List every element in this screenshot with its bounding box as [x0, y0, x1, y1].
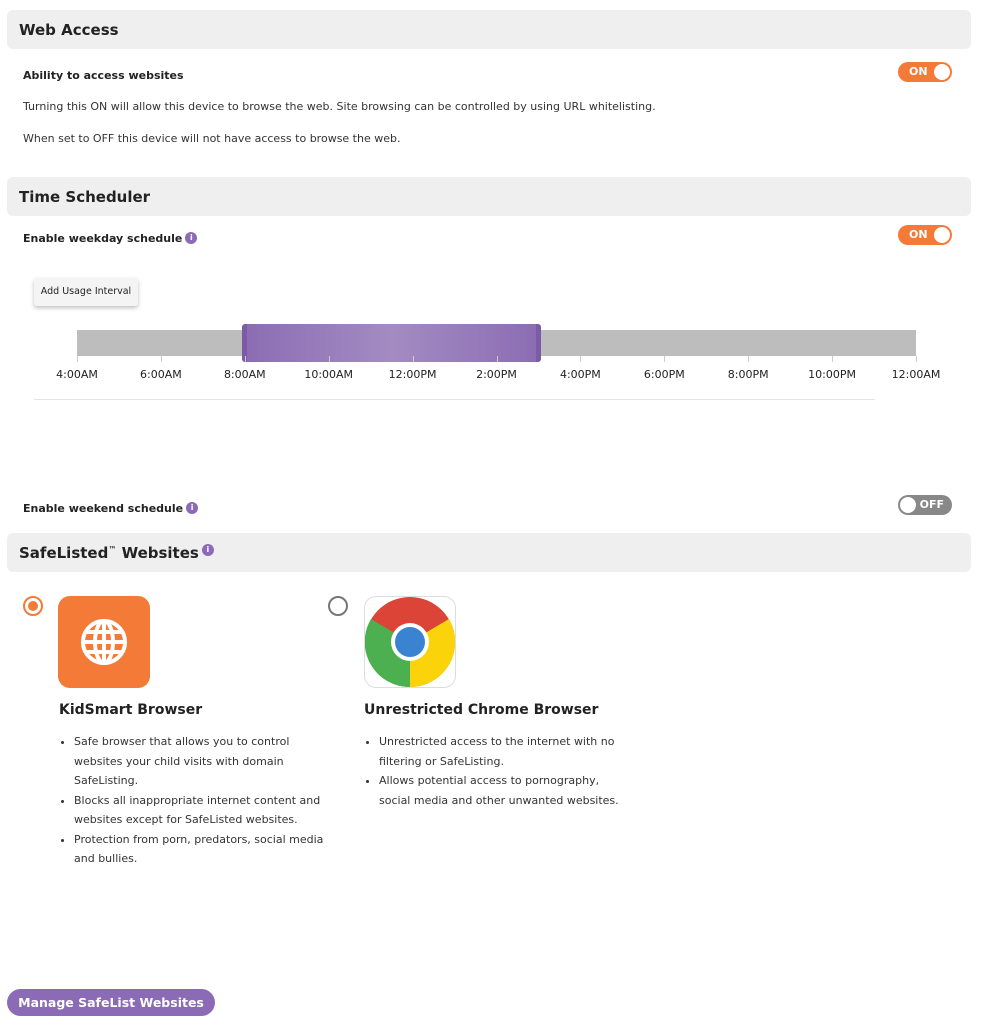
- tick-label: 6:00PM: [643, 368, 685, 381]
- section-title: SafeListed: [19, 544, 109, 562]
- info-icon[interactable]: i: [201, 544, 214, 556]
- web-access-off-description: When set to OFF this device will not hav…: [23, 132, 401, 145]
- toggle-state: OFF: [919, 498, 944, 511]
- tick-label: 4:00PM: [559, 368, 601, 381]
- section-title: Time Scheduler: [19, 188, 151, 206]
- toggle-knob: [900, 497, 916, 513]
- chrome-features: Unrestricted access to the internet with…: [364, 732, 629, 810]
- trademark: ™: [108, 545, 117, 554]
- section-title: Web Access: [19, 21, 119, 39]
- tick-mark: [412, 356, 414, 362]
- weekday-schedule-toggle[interactable]: ON: [898, 225, 952, 245]
- feature-item: Safe browser that allows you to control …: [74, 732, 324, 791]
- tick-label: 10:00AM: [304, 368, 354, 381]
- feature-item: Allows potential access to pornography, …: [379, 771, 629, 810]
- chrome-icon: [364, 596, 456, 688]
- toggle-state: ON: [909, 65, 928, 78]
- tick-mark: [496, 356, 498, 362]
- web-access-description: Turning this ON will allow this device t…: [23, 100, 656, 113]
- globe-icon: [58, 596, 150, 688]
- label-text: Enable weekend schedule: [23, 502, 184, 515]
- tick-label: 4:00AM: [56, 368, 98, 381]
- section-title-suffix: Websites: [116, 544, 199, 562]
- tick-mark: [580, 356, 582, 362]
- usage-interval-slider[interactable]: [241, 324, 542, 362]
- tick-mark: [832, 356, 834, 362]
- web-access-header: Web Access: [7, 10, 971, 49]
- chrome-radio[interactable]: [328, 596, 348, 616]
- weekend-schedule-toggle[interactable]: OFF: [898, 495, 952, 515]
- kidsmart-features: Safe browser that allows you to control …: [59, 732, 324, 869]
- tick-label: 10:00PM: [808, 368, 857, 381]
- toggle-state: ON: [909, 228, 928, 241]
- tick-label: 6:00AM: [140, 368, 182, 381]
- tick-mark: [664, 356, 666, 362]
- tick-mark: [77, 356, 78, 362]
- kidsmart-title: KidSmart Browser: [59, 702, 203, 718]
- tick-mark: [244, 356, 246, 362]
- tick-mark: [328, 356, 330, 362]
- feature-item: Blocks all inappropriate internet conten…: [74, 791, 324, 830]
- feature-item: Unrestricted access to the internet with…: [379, 732, 629, 771]
- tick-label: 12:00AM: [891, 368, 941, 381]
- divider: [34, 399, 875, 400]
- tick-mark: [916, 356, 917, 362]
- tick-label: 8:00PM: [727, 368, 769, 381]
- chrome-title: Unrestricted Chrome Browser: [364, 702, 599, 718]
- timeline-track[interactable]: [77, 324, 916, 362]
- manage-safelist-button[interactable]: Manage SafeList Websites: [7, 989, 215, 1016]
- add-usage-interval-button[interactable]: Add Usage Interval: [34, 278, 138, 306]
- weekend-schedule-label: Enable weekend schedule i: [23, 502, 199, 515]
- info-icon[interactable]: i: [186, 502, 199, 514]
- feature-item: Protection from porn, predators, social …: [74, 830, 324, 869]
- safelist-header: SafeListed™ Websites i: [7, 533, 971, 572]
- tick-mark: [160, 356, 162, 362]
- time-scheduler-header: Time Scheduler: [7, 177, 971, 216]
- tick-mark: [748, 356, 750, 362]
- web-access-toggle[interactable]: ON: [898, 62, 952, 82]
- kidsmart-radio[interactable]: [23, 596, 43, 616]
- tick-label: 8:00AM: [223, 368, 266, 381]
- info-icon[interactable]: i: [185, 232, 198, 244]
- tick-label: 12:00PM: [388, 368, 437, 381]
- label-text: Enable weekday schedule: [23, 232, 183, 245]
- toggle-knob: [934, 227, 950, 243]
- toggle-knob: [934, 64, 950, 80]
- web-access-label: Ability to access websites: [23, 69, 184, 82]
- tick-label: 2:00PM: [476, 368, 517, 381]
- weekday-schedule-label: Enable weekday schedule i: [23, 232, 198, 245]
